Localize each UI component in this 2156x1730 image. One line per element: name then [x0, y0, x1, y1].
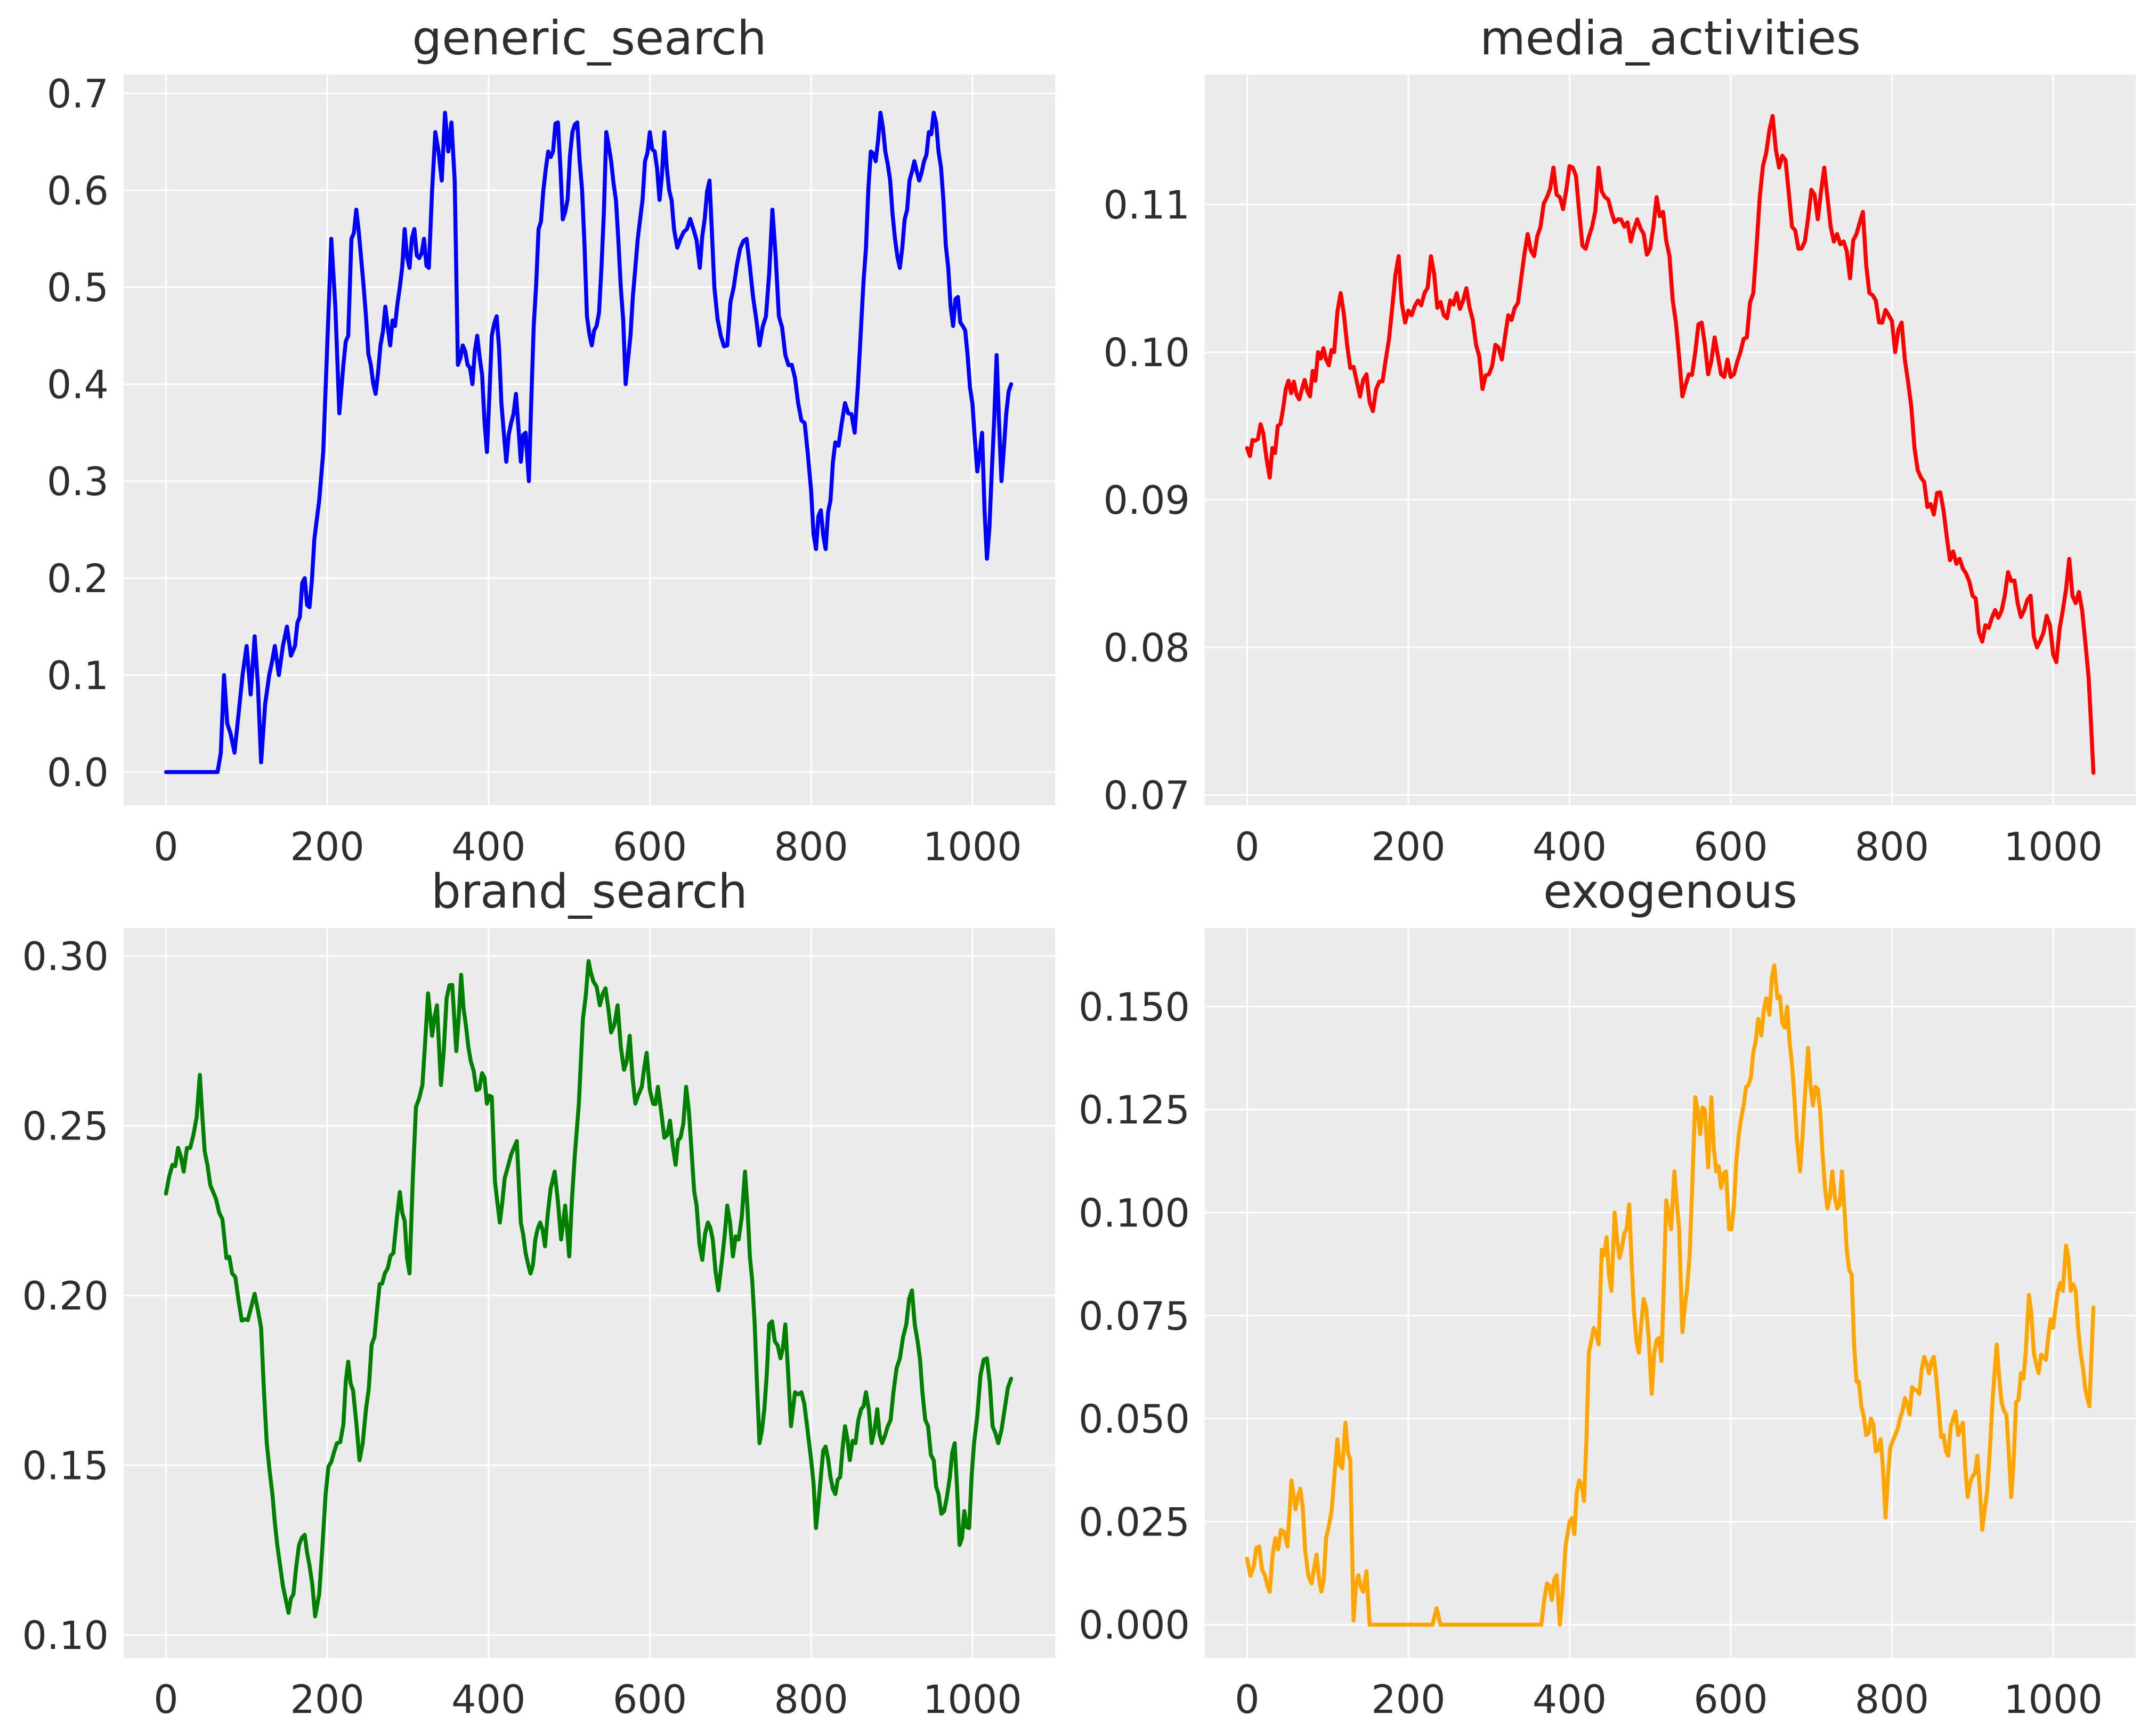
series-line-exogenous	[1245, 963, 2096, 1627]
y-tick-label: 0.075	[1079, 1294, 1190, 1339]
x-tick-label: 200	[1371, 1677, 1445, 1723]
y-tick-label: 0.15	[22, 1444, 109, 1489]
x-tick-label: 0	[153, 1677, 178, 1723]
x-tick-label: 800	[774, 824, 848, 870]
x-tick-label: 200	[290, 1677, 364, 1723]
x-tick-label: 1000	[2004, 1677, 2103, 1723]
y-tick-label: 0.025	[1079, 1500, 1190, 1545]
x-tick-label: 0	[153, 824, 178, 870]
x-tick-label: 600	[1693, 824, 1768, 870]
x-tick-label: 600	[1693, 1677, 1768, 1723]
y-tick-label: 0.0	[47, 750, 109, 796]
y-tick-label: 0.20	[22, 1274, 109, 1319]
y-tick-label: 0.150	[1079, 985, 1190, 1030]
chart-title-brand-search: brand_search	[431, 864, 748, 919]
y-tick-label: 0.08	[1103, 626, 1190, 671]
chart-title-generic-search: generic_search	[412, 11, 767, 66]
y-tick-label: 0.1	[47, 653, 109, 699]
y-tick-label: 0.050	[1079, 1397, 1190, 1442]
x-tick-label: 600	[613, 824, 687, 870]
y-tick-label: 0.000	[1079, 1603, 1190, 1648]
y-tick-label: 0.3	[47, 459, 109, 505]
y-tick-label: 0.4	[47, 362, 109, 408]
series-line-generic_search	[164, 110, 1014, 774]
y-tick-label: 0.25	[22, 1104, 109, 1150]
axes-panel	[124, 75, 1055, 805]
x-tick-label: 400	[1533, 1677, 1607, 1723]
y-tick-label: 0.125	[1079, 1088, 1190, 1133]
y-tick-label: 0.07	[1103, 773, 1190, 819]
x-tick-label: 400	[451, 824, 525, 870]
x-tick-label: 200	[290, 824, 364, 870]
y-tick-label: 0.11	[1103, 183, 1190, 228]
axes-panel	[1205, 928, 2136, 1658]
y-tick-label: 0.5	[47, 265, 109, 311]
y-tick-label: 0.10	[22, 1613, 109, 1659]
x-tick-label: 800	[1855, 824, 1929, 870]
y-tick-label: 0.100	[1079, 1191, 1190, 1236]
x-tick-label: 800	[774, 1677, 848, 1723]
x-tick-label: 800	[1855, 1677, 1929, 1723]
x-tick-label: 0	[1235, 1677, 1259, 1723]
series-line-media_activities	[1245, 114, 2096, 775]
axes-panel	[124, 928, 1055, 1658]
chart-title-exogenous: exogenous	[1543, 864, 1798, 919]
series-line-brand_search	[164, 959, 1014, 1619]
y-tick-label: 0.09	[1103, 478, 1190, 523]
axes-panel	[1205, 75, 2136, 805]
x-tick-label: 1000	[2004, 824, 2103, 870]
chart-title-media-activities: media_activities	[1480, 11, 1861, 66]
x-tick-label: 1000	[923, 824, 1022, 870]
y-tick-label: 0.2	[47, 556, 109, 602]
x-tick-label: 1000	[923, 1677, 1022, 1723]
y-tick-label: 0.7	[47, 71, 109, 117]
x-tick-label: 600	[613, 1677, 687, 1723]
x-tick-label: 400	[1533, 824, 1607, 870]
x-tick-label: 0	[1235, 824, 1259, 870]
y-tick-label: 0.6	[47, 168, 109, 214]
y-tick-label: 0.10	[1103, 330, 1190, 376]
y-tick-label: 0.30	[22, 934, 109, 980]
x-tick-label: 200	[1371, 824, 1445, 870]
x-tick-label: 400	[451, 1677, 525, 1723]
